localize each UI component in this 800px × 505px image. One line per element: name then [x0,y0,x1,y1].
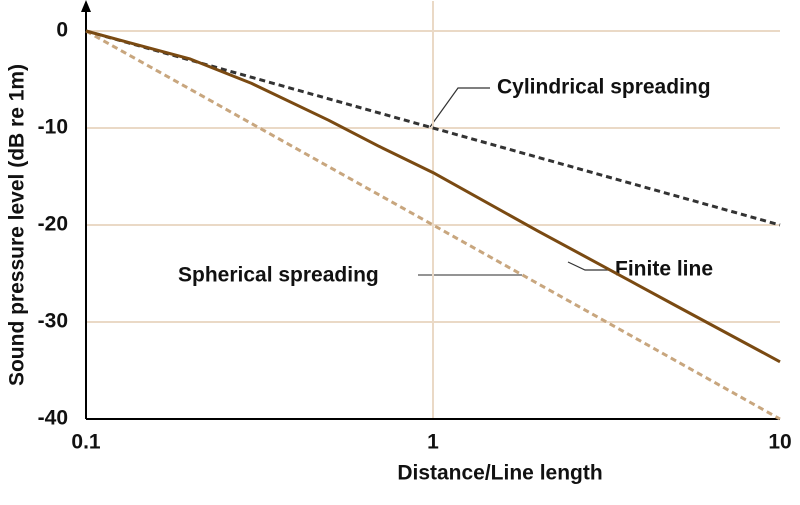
y-tick-label: -40 [38,407,68,430]
x-tick-label: 1 [427,431,439,454]
y-axis-arrow [81,0,91,12]
x-tick-label: 10 [768,431,791,454]
y-tick-label: -30 [38,310,68,333]
y-tick-label: 0 [56,19,68,42]
annotation: Cylindrical spreading [497,76,711,99]
y-tick-label: -10 [38,116,68,139]
annotation-leader [429,87,490,128]
y-axis-label: Sound pressure level (dB re 1m) [6,64,29,386]
y-tick-label: -20 [38,213,68,236]
annotation: Finite line [615,258,713,281]
annotation-leader [567,261,610,271]
x-tick-label: 0.1 [71,431,101,454]
annotation: Spherical spreading [178,264,379,287]
series-line [85,29,781,421]
x-axis-label: Distance/Line length [397,462,602,485]
series-line [85,29,781,364]
